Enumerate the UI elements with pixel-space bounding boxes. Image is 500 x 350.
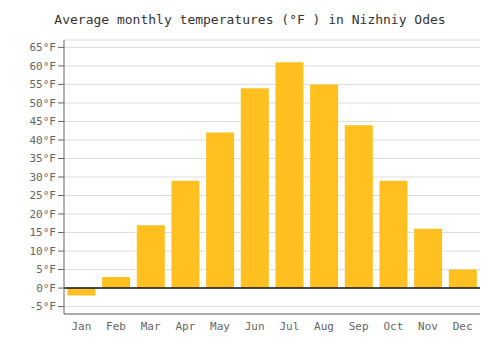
svg-text:60°F: 60°F — [30, 60, 57, 73]
svg-text:Nov: Nov — [418, 320, 438, 333]
svg-text:Jun: Jun — [245, 320, 265, 333]
svg-text:Jul: Jul — [279, 320, 299, 333]
svg-text:30°F: 30°F — [30, 171, 57, 184]
svg-text:45°F: 45°F — [30, 115, 57, 128]
svg-text:10°F: 10°F — [30, 245, 57, 258]
svg-text:35°F: 35°F — [30, 152, 57, 165]
svg-text:15°F: 15°F — [30, 226, 57, 239]
svg-text:Apr: Apr — [175, 320, 195, 333]
svg-text:Jan: Jan — [71, 320, 91, 333]
svg-text:25°F: 25°F — [30, 189, 57, 202]
svg-text:40°F: 40°F — [30, 134, 57, 147]
svg-text:Mar: Mar — [141, 320, 161, 333]
svg-text:Feb: Feb — [106, 320, 126, 333]
svg-text:55°F: 55°F — [30, 78, 57, 91]
svg-text:20°F: 20°F — [30, 208, 57, 221]
svg-text:Dec: Dec — [453, 320, 473, 333]
svg-text:65°F: 65°F — [30, 41, 57, 54]
svg-text:Sep: Sep — [349, 320, 369, 333]
html-text:Average monthly temperatures (: Average monthly temperatures (°F ) in Ni… — [54, 12, 446, 27]
svg-text:Oct: Oct — [383, 320, 403, 333]
svg-text:-5°F: -5°F — [30, 300, 57, 313]
svg-text:0°F: 0°F — [36, 282, 56, 295]
svg-text:50°F: 50°F — [30, 97, 57, 110]
svg-text:5°F: 5°F — [36, 263, 56, 276]
svg-text:May: May — [210, 320, 230, 333]
svg-text:Aug: Aug — [314, 320, 334, 333]
